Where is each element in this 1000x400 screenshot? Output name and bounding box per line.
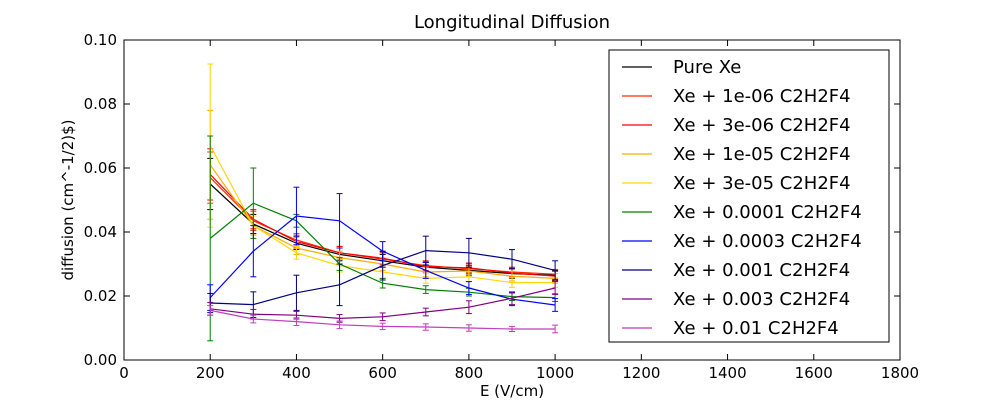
axes: 0 200 400 600 800 1000 1200 1400 1600 1800 0.00 0.0… <box>84 31 920 382</box>
legend-label: Xe + 3e-06 C2H2F4 <box>673 115 851 136</box>
series-5 <box>207 135 559 342</box>
x-tick-label: 800 <box>455 364 484 382</box>
legend-label: Xe + 0.003 C2H2F4 <box>673 289 850 310</box>
chart-title: Longitudinal Diffusion <box>414 12 610 33</box>
legend-label: Xe + 1e-05 C2H2F4 <box>673 144 851 165</box>
series-line <box>210 309 556 330</box>
legend-label: Xe + 1e-06 C2H2F4 <box>673 86 851 107</box>
legend-box <box>608 49 890 343</box>
legend: Pure Xe Xe + 1e-06 C2H2F4 Xe + 3e-06 C2H2F… <box>608 49 890 343</box>
x-tick-label: 1400 <box>708 364 746 382</box>
plot-frame <box>123 39 901 361</box>
y-tick-label: 0.06 <box>84 159 117 177</box>
series-line <box>210 249 556 306</box>
x-tick-label: 1800 <box>881 364 919 382</box>
y-axis-label: diffusion (cm^-1/2)$) <box>59 119 77 280</box>
y-tick-label: 0.02 <box>84 287 117 305</box>
legend-label: Xe + 0.0003 C2H2F4 <box>673 231 862 252</box>
x-tick-label: 600 <box>368 364 397 382</box>
y-tick-label: 0.08 <box>84 95 117 113</box>
y-tick-label: 0.00 <box>84 351 117 369</box>
series-line <box>210 287 556 320</box>
series-9 <box>207 305 559 334</box>
legend-label: Xe + 0.0001 C2H2F4 <box>673 202 862 223</box>
y-tick-label: 0.04 <box>84 223 117 241</box>
x-tick-label: 400 <box>282 364 311 382</box>
x-tick-label: 1200 <box>622 364 660 382</box>
x-tick-label: 1000 <box>536 364 574 382</box>
y-tick-label: 0.10 <box>84 31 117 49</box>
legend-label: Xe + 0.01 C2H2F4 <box>673 318 839 339</box>
x-tick-label: 200 <box>196 364 225 382</box>
legend-label: Xe + 0.001 C2H2F4 <box>673 260 850 281</box>
x-axis-label: E (V/cm) <box>480 382 544 400</box>
x-tick-label: 0 <box>119 364 129 382</box>
x-tick-label: 1600 <box>795 364 833 382</box>
legend-label: Pure Xe <box>673 57 741 78</box>
legend-label: Xe + 3e-05 C2H2F4 <box>673 173 851 194</box>
plot-area <box>207 63 559 342</box>
